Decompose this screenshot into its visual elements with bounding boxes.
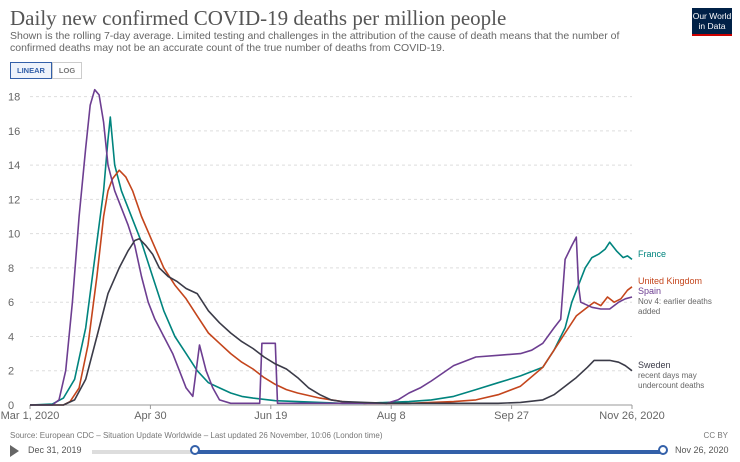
y-tick-label: 18 [8, 92, 20, 104]
line-chart: 0 2 4 6 8 10 12 14 16 18 Mar 1, 2020 Apr 30 Jun 19 Au… [1, 88, 712, 422]
timeline-start-label: Dec 31, 2019 [28, 445, 82, 455]
license-link[interactable]: CC BY [703, 431, 728, 440]
y-tick-label: 16 [8, 126, 20, 138]
y-tick-label: 6 [8, 297, 14, 309]
series-label-france: France [638, 249, 666, 259]
x-tick-label: Nov 26, 2020 [599, 410, 664, 422]
series-line-sweden [30, 238, 633, 406]
series-line-spain [30, 88, 633, 406]
chart-subtitle: Shown is the rolling 7-day average. Limi… [10, 30, 620, 54]
y-tick-label: 0 [8, 400, 14, 412]
y-tick-label: 10 [8, 229, 20, 241]
timeline-start-handle[interactable] [190, 445, 200, 455]
annotation-text: Nov 4: earlier deaths [638, 297, 712, 306]
timeline: Dec 31, 2019 Nov 26, 2020 [0, 442, 740, 460]
annotation-text: recent days may [638, 371, 697, 380]
chart-title: Daily new confirmed COVID-19 deaths per … [10, 6, 507, 30]
y-tick-label: 2 [8, 366, 14, 378]
x-tick-label: Mar 1, 2020 [1, 410, 60, 422]
scale-toggle: LINEAR LOG [10, 62, 83, 79]
x-tick-label: Aug 8 [377, 410, 406, 422]
annotation-text: undercount deaths [638, 381, 704, 390]
y-tick-label: 14 [8, 160, 20, 172]
x-tick-label: Jun 19 [254, 410, 287, 422]
y-tick-label: 4 [8, 331, 14, 343]
series-label-sweden: Sweden [638, 360, 671, 370]
play-icon[interactable] [10, 445, 19, 457]
log-scale-button[interactable]: LOG [51, 62, 83, 79]
logo-line-2: in Data [698, 21, 726, 31]
linear-scale-button[interactable]: LINEAR [10, 62, 52, 79]
series-line-france [29, 116, 633, 406]
series-label-united-kingdom: United Kingdom [638, 276, 702, 286]
x-tick-label: Apr 30 [134, 410, 166, 422]
logo-line-1: Our World [692, 11, 732, 21]
y-tick-label: 8 [8, 263, 14, 275]
source-note: Source: European CDC – Situation Update … [10, 431, 383, 440]
series-line-united-kingdom [30, 169, 633, 406]
owid-logo[interactable]: Our World in Data [692, 8, 732, 36]
y-tick-label: 12 [8, 194, 20, 206]
timeline-end-handle[interactable] [658, 445, 668, 455]
x-tick-label: Sep 27 [494, 410, 529, 422]
timeline-end-label: Nov 26, 2020 [675, 445, 729, 455]
annotation-text: added [638, 307, 660, 316]
timeline-range [195, 450, 663, 454]
series-label-spain: Spain [638, 286, 661, 296]
